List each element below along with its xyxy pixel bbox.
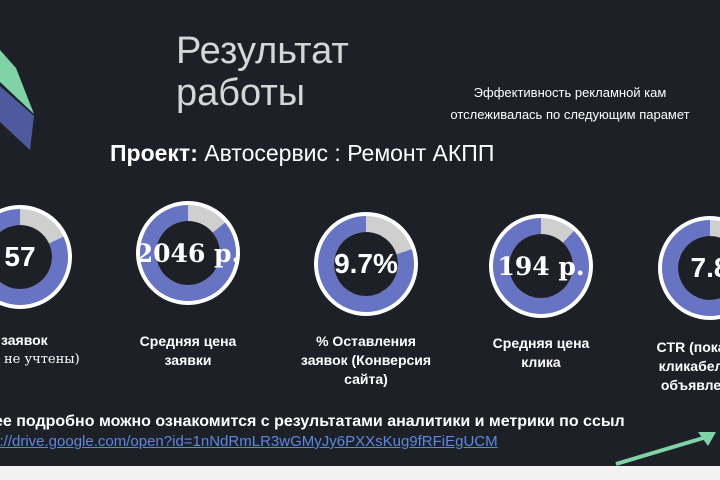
caption-line: клика [521, 354, 561, 370]
caption-line: заявок (Конверсия [300, 352, 432, 368]
caption-line: заявки [164, 352, 212, 368]
ring-fill-arc [662, 220, 720, 316]
metric-caption-avg-request-price: Средняя цена заявки [93, 332, 283, 370]
project-name: Автосервис : Ремонт АКПП [204, 140, 495, 166]
metric-caption-ctr: CTR (пока кликабел объявле [596, 338, 720, 395]
more-info-text: ее подробно можно ознакомится с результа… [0, 413, 625, 430]
caption-line: ено заявок [0, 332, 48, 348]
page-title: Результат работы [176, 30, 396, 114]
bottom-strip [0, 466, 720, 480]
decorative-arrow-bottom-right [615, 432, 716, 466]
metric-caption-conversion: % Оставления заявок (Конверсия сайта) [271, 332, 461, 389]
metric-value: 2046 р. [135, 238, 241, 268]
metric-ring-requests: 57 [0, 197, 80, 317]
metric-value: 9.7% [334, 248, 398, 279]
metric-value: 7.8 [690, 252, 720, 283]
ring-fill-arc [493, 218, 589, 314]
caption-line: Средняя цена [492, 335, 590, 351]
ring-fill-arc [318, 216, 414, 312]
caption-line: кликабел [658, 358, 720, 374]
title-line-1: Результат [176, 30, 349, 72]
metric-ring-avg-click-price: 194 р. [481, 206, 601, 326]
decorative-arrow-top-left [0, 50, 34, 150]
metric-ring-avg-request-price: 2046 р. [128, 193, 248, 313]
metric-ring-conversion: 9.7% [306, 204, 426, 324]
metric-ring-ctr: 7.8 [650, 208, 720, 328]
intro-line-1: Эффективность рекламной кам [473, 85, 667, 100]
caption-line: Средняя цена [139, 333, 237, 349]
ring-chart [314, 212, 418, 316]
results-link[interactable]: s://drive.google.com/open?id=1nNdRmLR3wG… [0, 433, 498, 450]
intro-text: Эффективность рекламной кам отслеживалас… [400, 82, 720, 126]
project-label: Проект: [110, 140, 198, 166]
metric-caption-requests: ено заявок е звонки не учтены) [0, 331, 105, 369]
caption-note: е звонки не учтены) [0, 352, 80, 367]
caption-line: CTR (пока [656, 339, 720, 355]
metric-value: 194 р. [497, 251, 585, 281]
ring-fill-arc [140, 205, 236, 301]
intro-line-2: отслеживалась по следующим парамет [450, 107, 690, 122]
ring-fill-arc [0, 209, 68, 305]
caption-line: сайта) [344, 371, 388, 387]
ring-chart [658, 216, 720, 320]
caption-line: объявле [660, 377, 720, 393]
ring-chart [489, 214, 593, 318]
caption-line: % Оставления [316, 333, 416, 349]
ring-chart [136, 201, 240, 305]
title-line-2: работы [176, 72, 306, 114]
project-heading: Проект: Автосервис : Ремонт АКПП [110, 140, 494, 167]
metric-caption-avg-click-price: Средняя цена клика [446, 334, 636, 372]
dark-panel: Результат работы Эффективность рекламной… [0, 0, 720, 466]
ring-chart [0, 205, 72, 309]
metric-value: 57 [4, 241, 36, 272]
